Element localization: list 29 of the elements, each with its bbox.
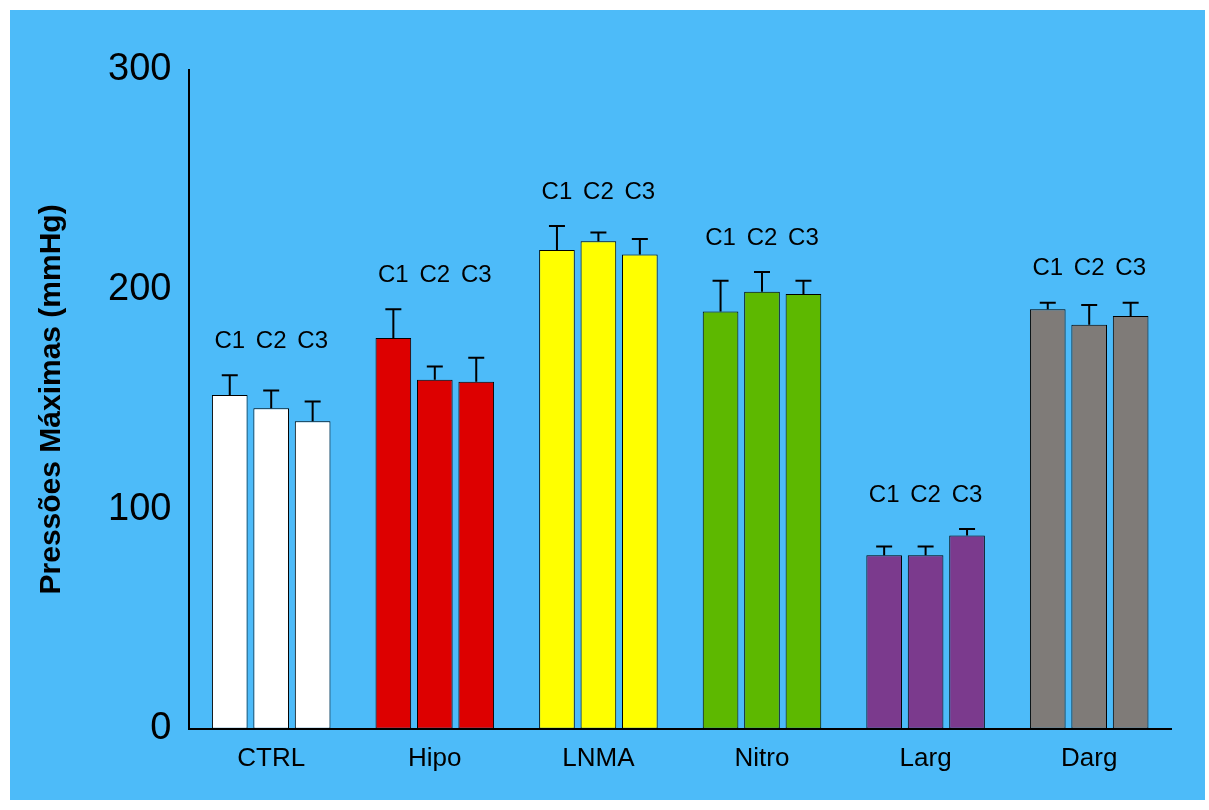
text: C3 <box>297 325 328 353</box>
y-tick-label: 0 <box>150 705 172 748</box>
x-tick-label: Hipo <box>408 741 462 772</box>
text: C3 <box>788 222 819 250</box>
text: C1 <box>541 176 573 204</box>
text: C1 <box>378 259 409 287</box>
x-tick-label: Darg <box>1061 741 1118 772</box>
series-label: C1 <box>1032 253 1064 281</box>
text: C1 <box>214 325 246 353</box>
series-label: C3 <box>951 479 983 507</box>
x-tick-label: Nitro <box>734 741 790 772</box>
text: C2 <box>255 325 287 353</box>
text: C3 <box>624 176 656 204</box>
y-tick-label: 200 <box>108 266 172 309</box>
series-label: C2 <box>583 176 614 204</box>
text: C1 <box>868 479 900 507</box>
text: C2 <box>1073 253 1105 281</box>
x-tick-label: LNMA <box>562 741 636 772</box>
text: C2 <box>910 479 941 507</box>
x-tick-label: Larg <box>899 741 952 772</box>
y-tick-label: 100 <box>108 485 172 528</box>
text: C2 <box>746 222 778 250</box>
text: C3 <box>460 259 492 287</box>
text: C1 <box>705 222 736 250</box>
text: C2 <box>419 259 451 287</box>
text: C3 <box>1115 253 1146 281</box>
y-tick-label: 300 <box>108 46 172 89</box>
x-tick-label: CTRL <box>237 741 306 772</box>
y-axis-title: Pressões Máximas (mmHg) <box>33 204 67 595</box>
